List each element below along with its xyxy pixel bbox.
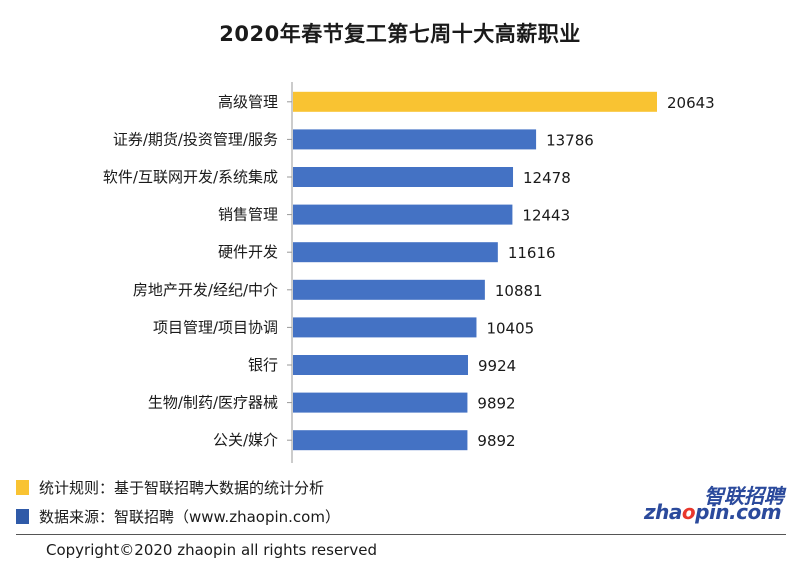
logo-en-text: zhaopin.com: [644, 500, 782, 524]
bar: [293, 279, 485, 300]
chart-title: 2020年春节复工第七周十大高薪职业: [219, 22, 581, 46]
bar: [293, 242, 498, 263]
note-statistics-rule: 统计规则：基于智联招聘大数据的统计分析: [16, 477, 324, 498]
category-label: 房地产开发/经纪/中介: [133, 281, 278, 299]
bar: [293, 355, 468, 375]
value-label: 12478: [523, 169, 571, 187]
footer-divider: [16, 534, 786, 535]
category-label: 公关/媒介: [213, 431, 278, 449]
note-text: 数据来源：智联招聘（www.zhaopin.com）: [39, 508, 340, 526]
category-label: 项目管理/项目协调: [153, 318, 278, 336]
value-label: 9892: [477, 432, 515, 450]
bar: [293, 392, 468, 413]
category-label: 高级管理: [218, 93, 278, 111]
category-label: 银行: [248, 356, 278, 374]
zhaopin-logo: 智联招聘 zhaopin.com: [640, 478, 790, 528]
category-label: 生物/制药/医疗器械: [148, 394, 278, 412]
copyright-text: Copyright©2020 zhaopin all rights reserv…: [46, 541, 377, 559]
value-label: 11616: [508, 244, 556, 262]
note-data-source: 数据来源：智联招聘（www.zhaopin.com）: [16, 506, 340, 527]
value-label: 13786: [546, 131, 594, 149]
value-label: 10881: [495, 282, 543, 300]
bar: [293, 91, 657, 112]
bar: [293, 167, 514, 187]
bar: [293, 317, 477, 338]
note-swatch-blue: [16, 509, 29, 524]
category-label: 硬件开发: [218, 243, 278, 261]
bar-chart: 高级管理 20643 证券/期货/投资管理/服务 13786 软件/互联网开发/系统集成…: [103, 82, 715, 463]
category-label: 销售管理: [218, 206, 278, 224]
category-label: 证券/期货/投资管理/服务: [113, 130, 278, 148]
value-label: 9892: [477, 395, 515, 413]
bar: [293, 430, 468, 451]
value-label: 20643: [667, 94, 715, 112]
value-label: 10405: [486, 319, 534, 337]
category-label: 软件/互联网开发/系统集成: [103, 168, 278, 186]
value-label: 12443: [522, 207, 570, 225]
value-label: 9924: [478, 357, 516, 375]
logo-cn-text: 智联招聘: [704, 484, 784, 508]
bar: [293, 204, 513, 225]
note-text: 统计规则：基于智联招聘大数据的统计分析: [39, 479, 325, 497]
note-swatch-yellow: [16, 480, 29, 495]
bar: [293, 129, 537, 150]
